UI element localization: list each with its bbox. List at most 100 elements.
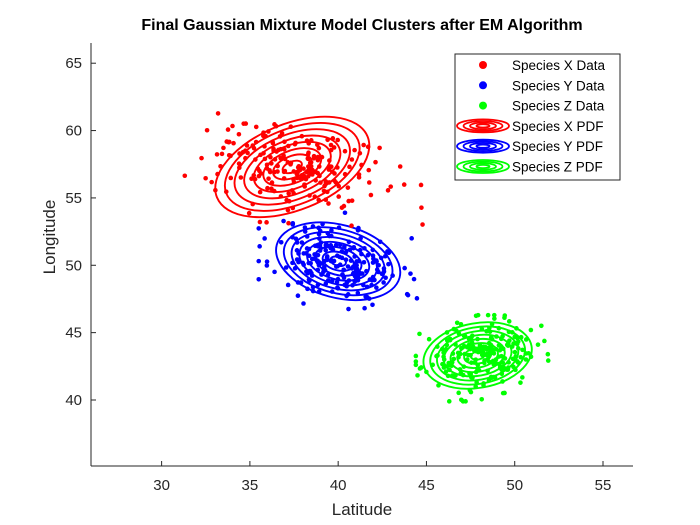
data-point (520, 375, 525, 380)
data-point (465, 357, 470, 362)
data-point (204, 127, 210, 133)
data-point (487, 329, 493, 334)
x-tick-label: 45 (418, 477, 435, 494)
data-point (292, 266, 298, 271)
data-point (317, 173, 322, 179)
data-point (347, 247, 353, 253)
y-tick-label: 40 (65, 392, 82, 409)
legend-label: Species Z Data (512, 99, 605, 114)
legend-contour-symbol (456, 118, 510, 134)
data-point (264, 263, 270, 268)
data-point (282, 139, 287, 145)
data-point (342, 148, 348, 154)
data-point (458, 370, 464, 376)
data-point (376, 262, 381, 268)
data-point (237, 151, 242, 156)
data-point (510, 330, 515, 335)
data-point (305, 286, 310, 292)
data-point (505, 365, 511, 370)
data-point (326, 201, 331, 206)
data-point (409, 236, 414, 241)
y-tick-label: 60 (65, 123, 82, 140)
data-point (489, 375, 495, 381)
data-point (362, 305, 367, 311)
data-point (316, 197, 321, 203)
data-point (330, 247, 336, 253)
data-point (497, 347, 503, 353)
data-point (361, 282, 366, 288)
legend-marker (479, 101, 487, 110)
data-point (319, 154, 325, 160)
data-point (302, 175, 307, 181)
legend-contour-ring (475, 143, 491, 149)
data-point (269, 161, 274, 166)
axes (90, 43, 633, 467)
data-point (450, 351, 456, 356)
data-point (520, 347, 525, 353)
data-point (453, 373, 458, 378)
x-tick-label: 40 (330, 477, 347, 494)
data-point (443, 346, 449, 352)
data-point (326, 167, 332, 172)
x-tick-label: 35 (242, 477, 259, 494)
data-point (381, 280, 386, 285)
data-point (357, 247, 363, 253)
data-point (496, 325, 502, 331)
data-point (494, 334, 499, 339)
data-point (365, 144, 371, 150)
data-point (347, 164, 352, 170)
data-point (286, 191, 291, 196)
data-point (281, 169, 287, 175)
data-point (472, 359, 478, 365)
data-point (335, 137, 341, 143)
data-point (317, 164, 322, 169)
data-point (308, 138, 314, 143)
data-point (244, 143, 250, 148)
data-point (458, 322, 464, 327)
data-point (349, 157, 355, 162)
data-point (316, 145, 322, 151)
data-point (323, 197, 329, 202)
data-point (339, 249, 345, 254)
data-point (447, 367, 452, 373)
data-point (278, 239, 284, 245)
data-point (390, 273, 395, 278)
data-point (477, 342, 483, 348)
data-point (291, 177, 296, 182)
data-point (310, 288, 316, 294)
data-point (457, 367, 463, 372)
data-point (209, 179, 214, 185)
data-point (454, 328, 459, 334)
data-point (357, 150, 363, 156)
data-point (308, 159, 314, 165)
data-point (507, 338, 512, 343)
data-point (301, 251, 307, 256)
data-point (312, 194, 318, 199)
data-point (302, 182, 307, 187)
legend: Species X Data Species Y Data Species Z Da… (454, 53, 621, 181)
data-point (370, 302, 375, 308)
data-point (485, 351, 490, 356)
data-point (228, 175, 234, 181)
data-point (286, 198, 292, 204)
data-point (499, 371, 505, 377)
data-point (243, 155, 248, 161)
data-point (364, 294, 370, 300)
data-point (456, 390, 461, 396)
legend-contour-symbol (456, 138, 510, 154)
data-point (238, 175, 244, 180)
data-point (240, 149, 246, 155)
data-point (312, 252, 317, 257)
data-point (219, 151, 225, 157)
data-point (436, 383, 441, 388)
data-point (486, 340, 492, 346)
data-point (364, 268, 369, 274)
data-point (281, 176, 287, 181)
data-point (490, 358, 496, 364)
data-point (306, 150, 311, 156)
data-point (331, 145, 337, 150)
data-point (446, 399, 452, 404)
ticks: 30 35 40 45 50 55 40 45 50 55 60 65 (65, 55, 611, 494)
data-point (468, 389, 474, 395)
data-point (489, 336, 495, 342)
